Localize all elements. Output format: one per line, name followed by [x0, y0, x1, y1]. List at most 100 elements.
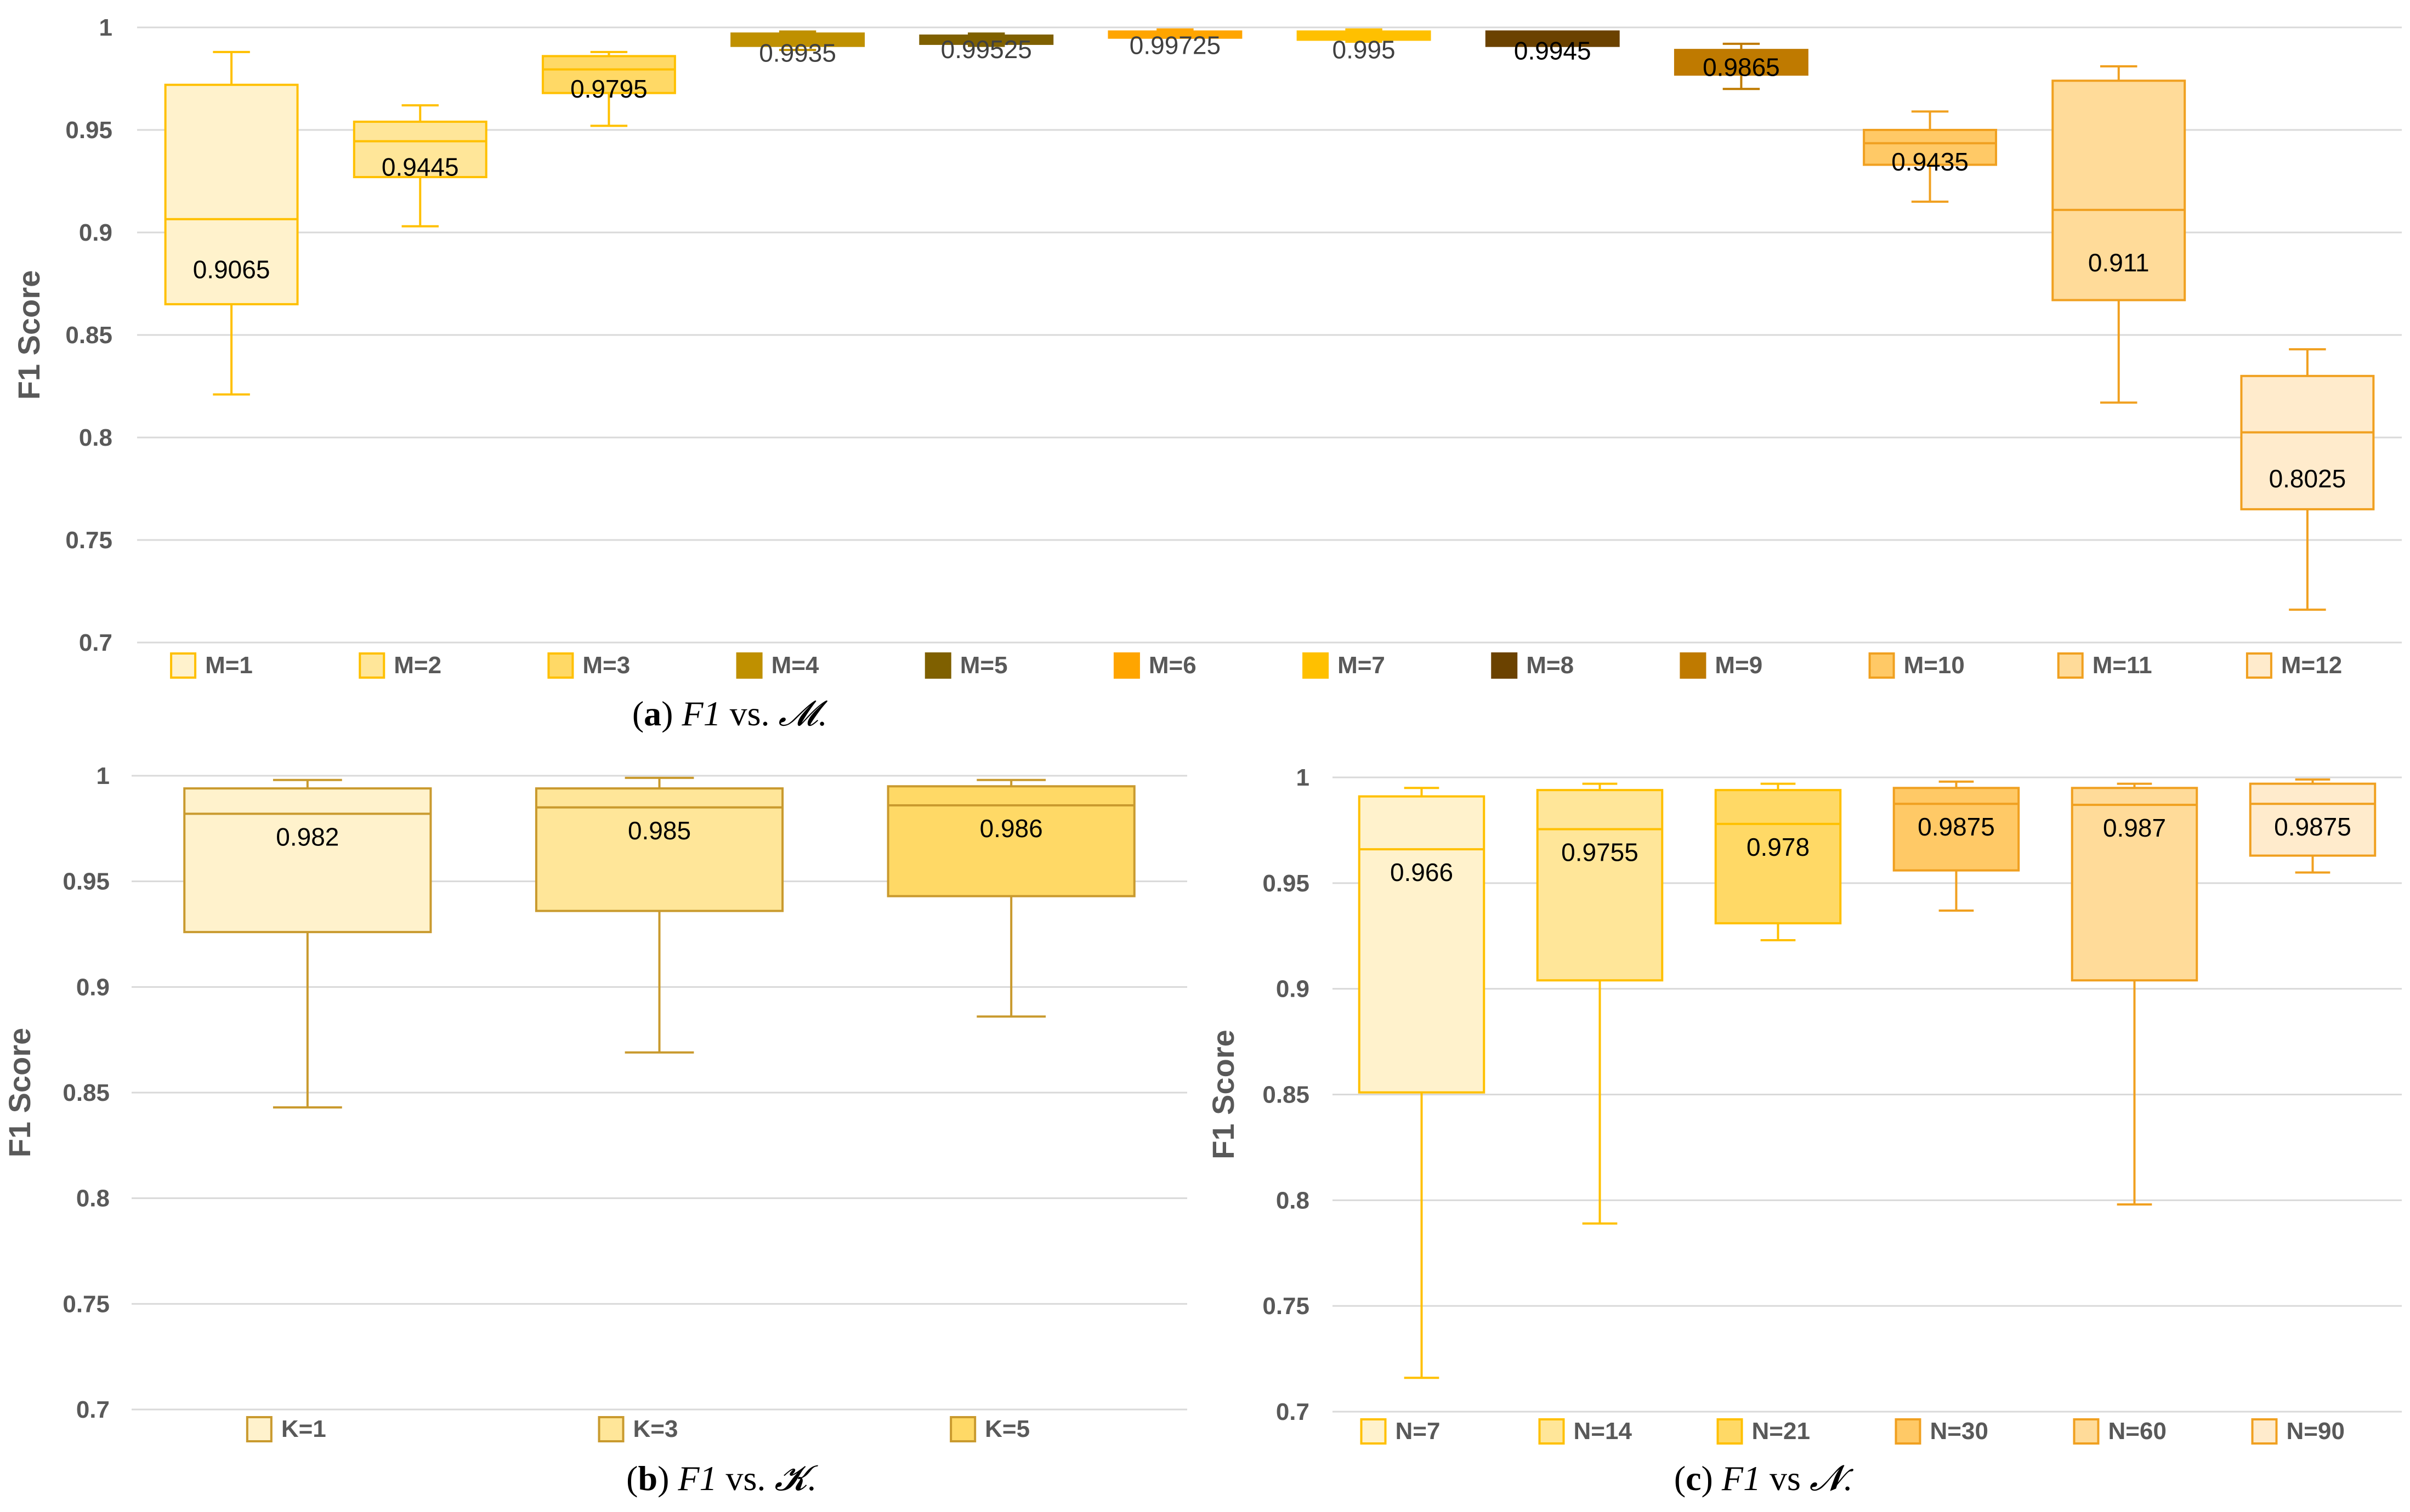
y-tick-label: 0.9 [79, 219, 112, 246]
legend-label: M=1 [205, 652, 253, 679]
legend-label: M=2 [394, 652, 441, 679]
y-tick-label: 0.95 [1262, 870, 1309, 897]
y-tick-label: 0.7 [79, 629, 112, 656]
box-m-6: 0.99725 [1108, 28, 1243, 59]
box-m-7: 0.995 [1296, 28, 1431, 64]
data-label: 0.987 [2103, 814, 2166, 842]
legend-label: M=8 [1526, 652, 1574, 679]
box-body [1108, 30, 1243, 39]
panel-caption: (c) F1 vs 𝓝. [1674, 1459, 1854, 1498]
y-tick-label: 1 [99, 14, 112, 41]
legend-swatch [547, 652, 574, 679]
legend-swatch [598, 1416, 625, 1442]
legend-label: N=30 [1930, 1418, 1988, 1445]
box-m-11: 0.911 [2051, 65, 2186, 404]
data-label: 0.9445 [382, 152, 459, 181]
data-label: 0.9945 [1514, 37, 1591, 65]
box-body [2071, 787, 2198, 982]
legend-item: N=60 [2073, 1418, 2167, 1445]
data-label: 0.9935 [759, 38, 836, 67]
box-m-3: 0.9795 [541, 50, 676, 127]
legend-swatch [1491, 652, 1518, 679]
box-body [1714, 789, 1842, 925]
legend-item: M=2 [359, 652, 441, 679]
legend-label: M=10 [1904, 652, 1965, 679]
box-n-7: 0.966 [1358, 787, 1485, 1379]
legend-label: N=90 [2287, 1418, 2345, 1445]
legend-swatch [2057, 652, 2084, 679]
legend-item: M=10 [1868, 652, 1965, 679]
panel-caption: (b) F1 vs. 𝓚. [626, 1459, 818, 1498]
data-label: 0.9065 [193, 255, 270, 283]
data-label: 0.9755 [1561, 838, 1638, 866]
box-n-30: 0.9875 [1892, 780, 2020, 912]
legend-label: M=11 [2093, 652, 2152, 679]
box-body [1863, 129, 1998, 166]
legend-swatch [1680, 652, 1706, 679]
legend-label: M=12 [2281, 652, 2342, 679]
y-tick-label: 0.85 [65, 322, 112, 349]
box-body [1892, 787, 2020, 872]
box-m-1: 0.9065 [164, 50, 299, 396]
legend-swatch [2251, 1418, 2278, 1445]
legend-item: M=6 [1113, 652, 1197, 679]
legend-swatch [170, 652, 197, 679]
y-axis-label: F1 Score [12, 270, 46, 400]
legend-item: M=5 [925, 652, 1008, 679]
box-m-2: 0.9445 [353, 104, 487, 228]
data-label: 0.982 [276, 822, 339, 851]
legend-swatch [1895, 1418, 1921, 1445]
legend-item: M=7 [1302, 652, 1385, 679]
y-tick-label: 0.8 [1276, 1187, 1309, 1214]
legend-label: K=1 [281, 1416, 326, 1442]
legend-item: K=5 [950, 1416, 1030, 1442]
data-label: 0.985 [628, 816, 691, 845]
legend-label: N=60 [2108, 1418, 2167, 1445]
data-label: 0.9435 [1891, 147, 1969, 176]
y-tick-label: 0.8 [76, 1185, 110, 1212]
panel-b: 0.7 0.75 0.8 0.85 0.9 0.95 1 F1 Score 0.982 K=1 0.… [2, 763, 1187, 1498]
legend-swatch [950, 1416, 977, 1442]
box-n-14: 0.9755 [1536, 782, 1664, 1225]
data-label: 0.986 [980, 814, 1043, 843]
legend-swatch [925, 652, 951, 679]
legend-item: M=11 [2057, 652, 2152, 679]
box-body [1358, 795, 1485, 1094]
legend-item: K=3 [598, 1416, 678, 1442]
box-body [353, 121, 487, 179]
y-tick-label: 0.75 [65, 527, 112, 554]
box-k-1: 0.982 [183, 778, 432, 1109]
legend-swatch [1360, 1418, 1387, 1445]
y-tick-label: 0.7 [1276, 1399, 1309, 1425]
box-m-5: 0.99525 [919, 32, 1054, 64]
box-body [2240, 374, 2375, 510]
legend-item: M=4 [736, 652, 819, 679]
box-n-21: 0.978 [1714, 782, 1842, 941]
legend-item: N=14 [1538, 1418, 1632, 1445]
legend-label: M=4 [772, 652, 819, 679]
y-tick-label: 1 [1296, 764, 1309, 791]
legend-label: M=9 [1715, 652, 1762, 679]
legend-item: M=12 [2245, 652, 2342, 679]
legend-swatch [1868, 652, 1895, 679]
y-tick-label: 0.8 [79, 424, 112, 451]
panel-caption: (a) F1 vs. 𝓜. [632, 694, 828, 733]
box-m-8: 0.9945 [1485, 30, 1620, 65]
box-body [164, 83, 299, 305]
legend-label: N=21 [1752, 1418, 1810, 1445]
legend-item: M=1 [170, 652, 253, 679]
data-label: 0.99525 [941, 35, 1032, 64]
data-label: 0.9795 [570, 75, 648, 103]
legend-item: N=7 [1360, 1418, 1441, 1445]
legend-swatch [1113, 652, 1140, 679]
legend-label: K=3 [633, 1416, 678, 1442]
box-n-60: 0.987 [2071, 782, 2198, 1206]
legend-label: N=7 [1396, 1418, 1441, 1445]
data-label: 0.99725 [1130, 31, 1221, 59]
legend-item: N=30 [1895, 1418, 1988, 1445]
y-tick-label: 1 [97, 763, 110, 789]
box-body [2051, 79, 2186, 302]
y-tick-label: 0.9 [1276, 976, 1309, 1003]
box-m-9: 0.9865 [1674, 42, 1808, 90]
box-body [2249, 782, 2377, 857]
